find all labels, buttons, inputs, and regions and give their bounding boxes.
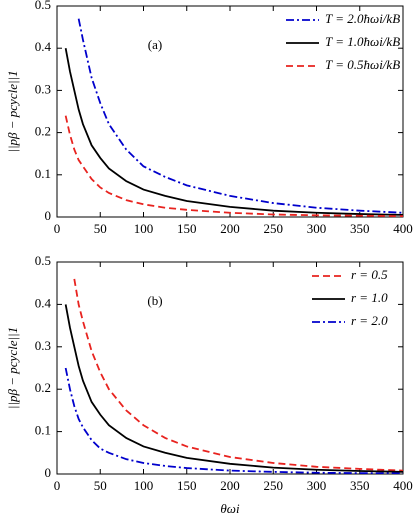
y-tick-label: 0.5 xyxy=(35,0,51,12)
x-tick-label: 250 xyxy=(264,478,284,493)
x-tick-label: 100 xyxy=(134,478,154,493)
plot-lines xyxy=(64,278,403,474)
y-tick-label: 0 xyxy=(45,208,52,223)
y-tick-label: 0.1 xyxy=(35,423,51,438)
y-tick-label: 0.2 xyxy=(35,380,51,395)
y-axis-label: ||pβ − pcycle||1 xyxy=(5,327,20,409)
plot-frame xyxy=(56,5,404,218)
x-tick-label: 50 xyxy=(94,221,107,236)
y-tick-label: 0.1 xyxy=(35,166,51,181)
x-tick-label: 50 xyxy=(94,478,107,493)
x-axis-label: θωi xyxy=(220,501,240,516)
y-tick-label: 0.2 xyxy=(35,124,51,139)
series-line xyxy=(64,367,403,474)
x-tick-label: 100 xyxy=(134,221,154,236)
plot-frame xyxy=(56,261,404,475)
legend-label: r = 0.5 xyxy=(351,267,388,282)
y-tick-label: 0.4 xyxy=(35,295,52,310)
y-axis-label: ||pβ − pcycle||1 xyxy=(5,70,20,152)
x-tick-label: 0 xyxy=(54,478,61,493)
y-tick-label: 0 xyxy=(45,465,52,480)
x-tick-label: 200 xyxy=(220,478,240,493)
series-line xyxy=(64,115,403,217)
series-line xyxy=(64,48,403,216)
legend-label: r = 1.0 xyxy=(351,290,388,305)
x-tick-label: 350 xyxy=(350,221,370,236)
y-tick-label: 0.5 xyxy=(35,253,51,268)
x-tick-label: 150 xyxy=(177,478,197,493)
x-tick-label: 300 xyxy=(307,221,327,236)
plot-lines xyxy=(64,18,403,217)
panel-annotation: (b) xyxy=(147,293,162,308)
x-tick-label: 300 xyxy=(307,478,327,493)
y-tick-label: 0.3 xyxy=(35,338,51,353)
series-line xyxy=(73,278,403,472)
legend-label: T = 2.0ħωi/kB xyxy=(325,11,400,26)
x-tick-label: 400 xyxy=(393,478,413,493)
y-tick-label: 0.4 xyxy=(35,39,52,54)
legend-label: r = 2.0 xyxy=(351,313,388,328)
x-tick-label: 0 xyxy=(54,221,61,236)
legend-label: T = 0.5ħωi/kB xyxy=(325,57,400,72)
x-tick-label: 350 xyxy=(350,478,370,493)
legend-label: T = 1.0ħωi/kB xyxy=(325,34,400,49)
x-tick-label: 150 xyxy=(177,221,197,236)
x-tick-label: 250 xyxy=(264,221,284,236)
x-tick-label: 200 xyxy=(220,221,240,236)
series-line xyxy=(77,18,403,214)
panel-annotation: (a) xyxy=(148,37,162,52)
x-tick-label: 400 xyxy=(393,221,413,236)
series-line xyxy=(64,304,403,473)
y-tick-label: 0.3 xyxy=(35,81,51,96)
